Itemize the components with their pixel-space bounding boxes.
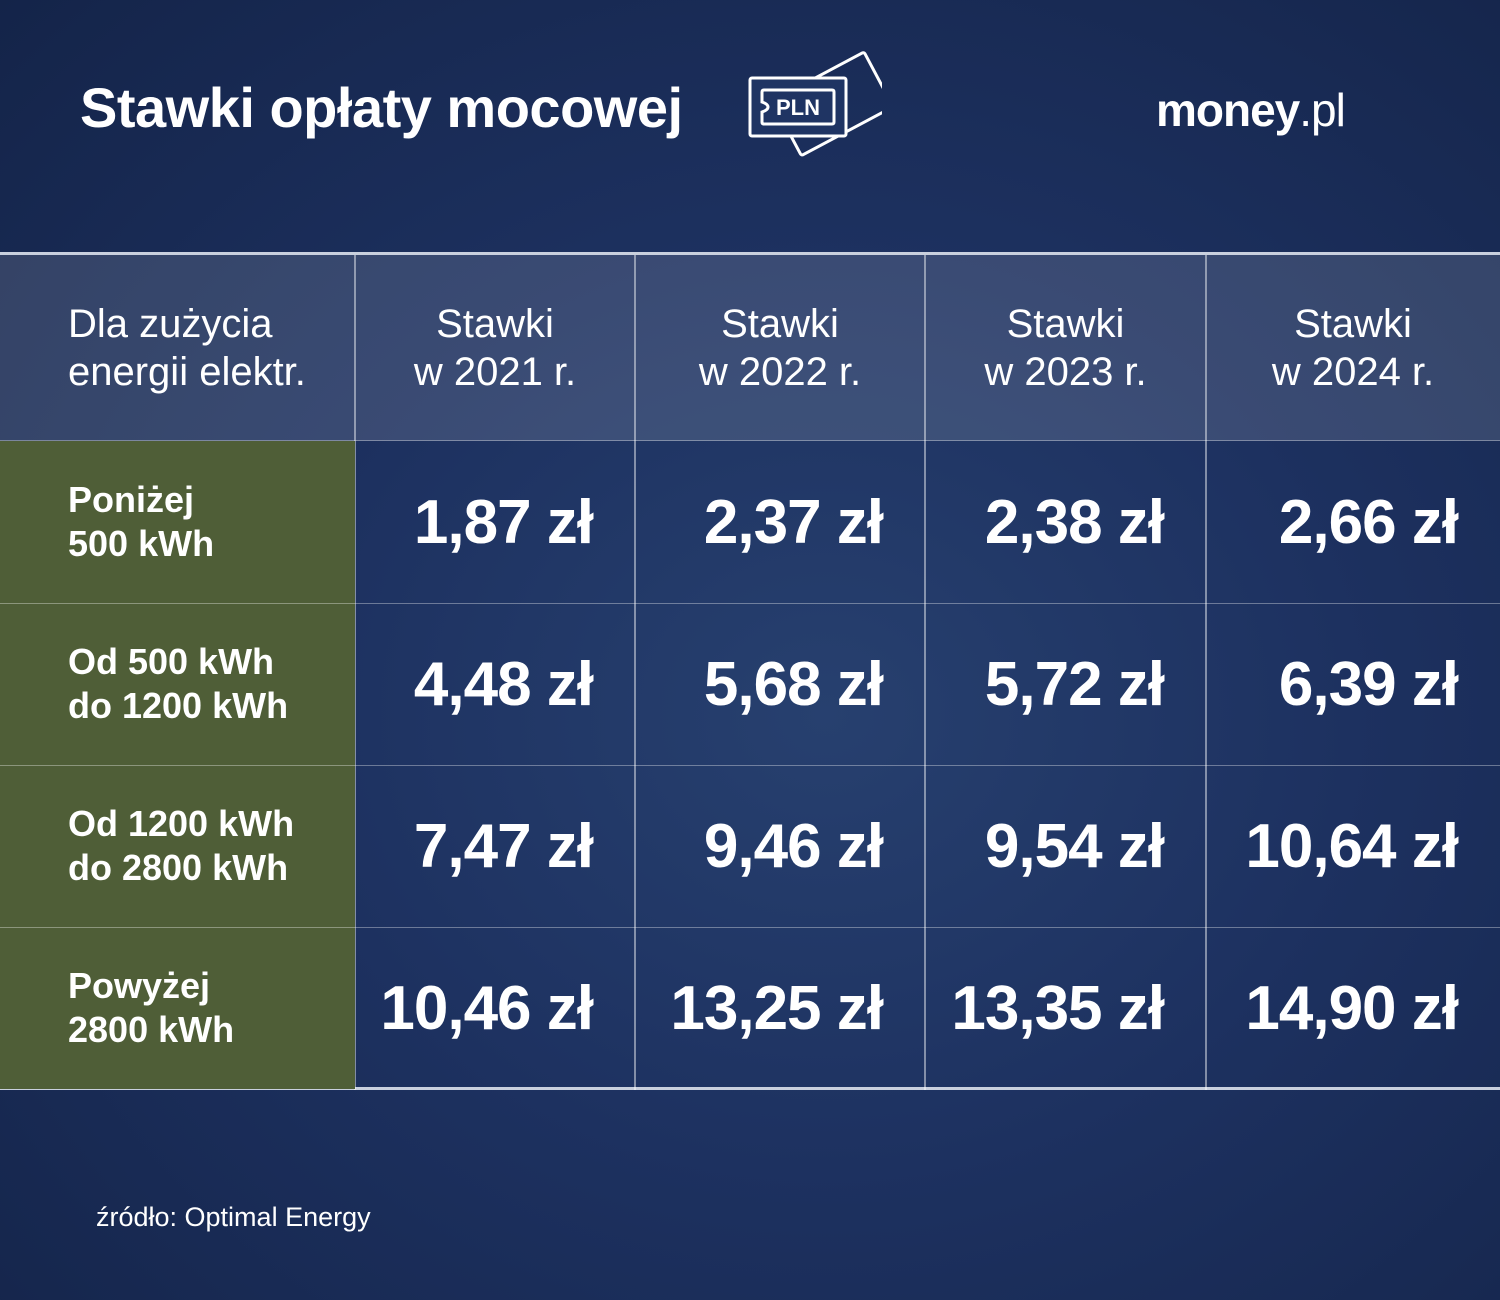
row-divider bbox=[0, 603, 355, 604]
row-label: Poniżej 500 kWh bbox=[0, 441, 355, 603]
row-divider bbox=[355, 927, 1500, 928]
header-year-line: Stawki bbox=[721, 302, 839, 346]
row-label-line: 2800 kWh bbox=[68, 1009, 235, 1050]
rate-value: 2,37 zł bbox=[703, 487, 884, 557]
row-divider bbox=[355, 603, 1500, 604]
header-year-line: w 2022 r. bbox=[698, 350, 862, 394]
row-label-line: Od 1200 kWh bbox=[68, 803, 295, 844]
rate-value: 14,90 zł bbox=[1245, 973, 1459, 1043]
column-divider bbox=[354, 255, 356, 1090]
rate-value: 1,87 zł bbox=[413, 487, 594, 557]
rate-value: 2,66 zł bbox=[1278, 487, 1459, 557]
brand-logo: money.pl bbox=[1156, 82, 1346, 138]
header-year-3: Stawki w 2023 r. bbox=[925, 255, 1206, 441]
row-label-line: Od 500 kWh bbox=[68, 641, 275, 682]
rate-value: 13,25 zł bbox=[670, 973, 884, 1043]
column-divider bbox=[634, 255, 636, 1090]
header-year-line: Stawki bbox=[1294, 302, 1412, 346]
rate-value: 10,46 zł bbox=[380, 973, 594, 1043]
header-consumption: Dla zużycia energii elektr. bbox=[0, 255, 355, 441]
row-label: Od 500 kWh do 1200 kWh bbox=[0, 603, 355, 765]
row-label-line: 500 kWh bbox=[68, 523, 215, 564]
header-year-2: Stawki w 2022 r. bbox=[635, 255, 925, 441]
rate-value: 9,46 zł bbox=[703, 811, 884, 881]
header-consumption-line-2: energii elektr. bbox=[68, 350, 306, 394]
header-year-line: Stawki bbox=[436, 302, 554, 346]
rate-value: 6,39 zł bbox=[1278, 649, 1459, 719]
header-year-line: w 2023 r. bbox=[984, 350, 1147, 394]
row-divider bbox=[0, 927, 355, 928]
source-note: źródło: Optimal Energy bbox=[96, 1202, 371, 1232]
header-year-line: w 2024 r. bbox=[1271, 350, 1435, 394]
rate-value: 5,68 zł bbox=[703, 649, 884, 719]
rate-value: 2,38 zł bbox=[984, 487, 1165, 557]
row-label-line: do 1200 kWh bbox=[68, 685, 289, 726]
column-divider bbox=[1205, 255, 1207, 1090]
banknote-label: PLN bbox=[776, 95, 820, 120]
rates-table: Dla zużycia energii elektr. Stawki w 2021… bbox=[0, 252, 1500, 1090]
column-divider bbox=[924, 255, 926, 1090]
rate-value: 7,47 zł bbox=[413, 811, 594, 881]
header-year-line: Stawki bbox=[1006, 302, 1125, 346]
row-label: Od 1200 kWh do 2800 kWh bbox=[0, 765, 355, 927]
row-label-line: do 2800 kWh bbox=[68, 847, 289, 888]
rate-value: 5,72 zł bbox=[984, 649, 1165, 719]
banknote-pln-icon: PLN bbox=[748, 51, 882, 157]
row-label-line: Poniżej bbox=[68, 479, 195, 520]
row-divider bbox=[0, 765, 355, 766]
page-title: Stawki opłaty mocowej bbox=[80, 76, 683, 139]
table-header-row bbox=[0, 255, 1500, 441]
header-year-4: Stawki w 2024 r. bbox=[1206, 255, 1500, 441]
header-consumption-line-1: Dla zużycia bbox=[68, 302, 273, 346]
rate-value: 4,48 zł bbox=[413, 649, 594, 719]
row-label: Powyżej 2800 kWh bbox=[0, 927, 355, 1089]
logo-tld: .pl bbox=[1299, 84, 1346, 136]
logo-main: money bbox=[1156, 84, 1300, 136]
rate-value: 13,35 zł bbox=[951, 973, 1165, 1043]
row-label-line: Powyżej bbox=[68, 965, 211, 1006]
rate-value: 10,64 zł bbox=[1245, 811, 1459, 881]
row-divider bbox=[355, 765, 1500, 766]
header-year-line: w 2021 r. bbox=[413, 350, 577, 394]
header-year-1: Stawki w 2021 r. bbox=[355, 255, 635, 441]
rate-value: 9,54 zł bbox=[984, 811, 1165, 881]
